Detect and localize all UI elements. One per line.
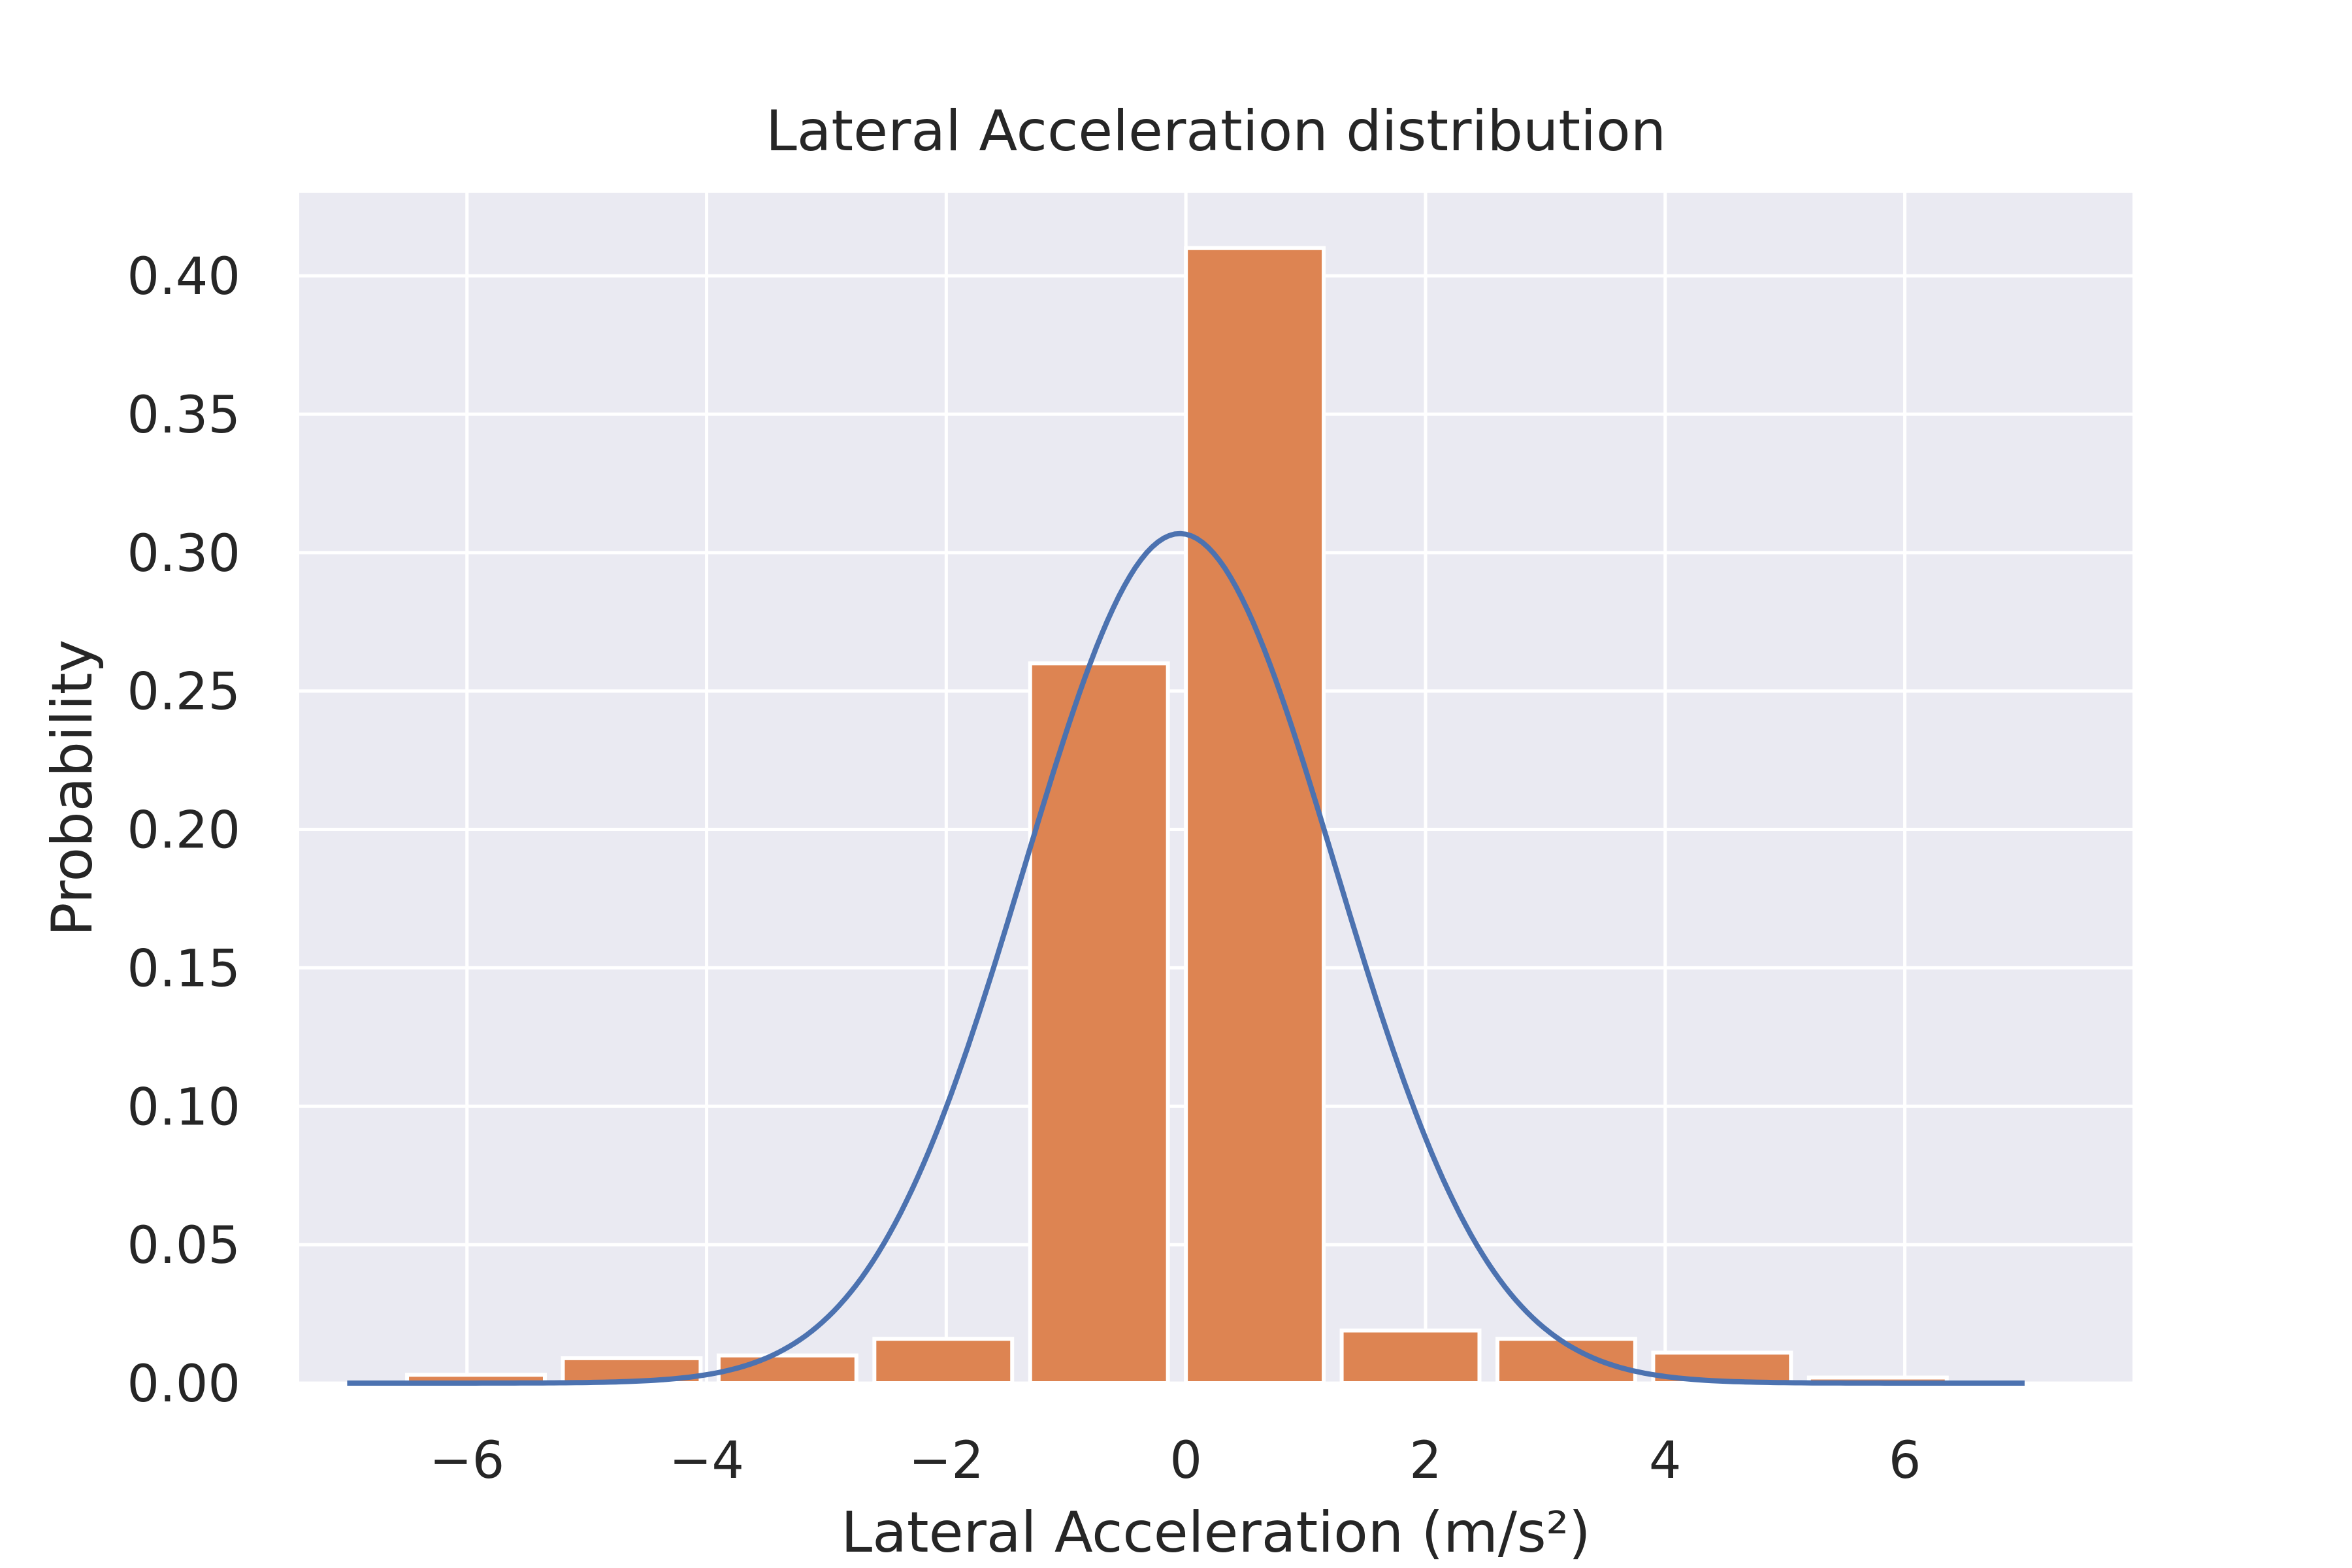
curve-layer (347, 531, 2025, 1386)
x-tick-label: 4 (1649, 1431, 1682, 1490)
y-axis-label: Probability (40, 640, 105, 937)
y-tick-label: 0.10 (127, 1078, 240, 1137)
y-tick-label: 0.20 (127, 802, 240, 860)
histogram-bar (1339, 1328, 1482, 1386)
chart-title: Lateral Acceleration distribution (766, 99, 1666, 164)
x-tick-label: −4 (669, 1431, 744, 1490)
y-tick-label: 0.15 (127, 939, 240, 998)
x-tick-label: −2 (909, 1431, 984, 1490)
y-ticks: 0.00 0.05 0.10 0.15 0.20 0.25 0.30 0.35 0.40 (127, 248, 240, 1414)
y-tick-label: 0.35 (127, 386, 240, 445)
y-tick-label: 0.25 (127, 663, 240, 722)
x-ticks: −6 −4 −2 0 2 4 6 (429, 1431, 1921, 1490)
x-axis-label: Lateral Acceleration (m/s²) (841, 1500, 1590, 1565)
x-tick-label: −6 (429, 1431, 504, 1490)
y-tick-label: 0.05 (127, 1217, 240, 1275)
y-tick-label: 0.00 (127, 1355, 240, 1414)
x-tick-label: 6 (1889, 1431, 1921, 1490)
y-tick-label: 0.30 (127, 525, 240, 583)
bars (405, 246, 1949, 1386)
normal-pdf-curve (347, 531, 2025, 1386)
y-tick-label: 0.40 (127, 248, 240, 306)
histogram-bar (1184, 246, 1326, 1386)
histogram-bar (872, 1337, 1015, 1385)
histogram-bar (1028, 661, 1170, 1385)
x-tick-label: 0 (1169, 1431, 1202, 1490)
x-tick-label: 2 (1409, 1431, 1442, 1490)
